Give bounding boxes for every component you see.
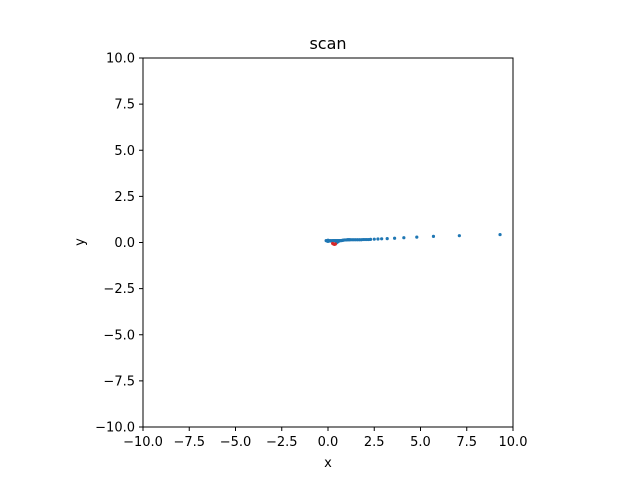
x-tick-label: −7.5 [173,435,205,450]
x-axis: −10.0 −7.5 −5.0 −2.5 0.0 2.5 5.0 7.5 10.0 [123,427,527,450]
x-axis-label: x [324,456,332,471]
scatter-point [431,234,436,239]
x-tick-label: 5.0 [410,435,431,450]
y-axis-label: y [73,238,88,246]
y-tick-label: 2.5 [114,190,135,205]
y-tick-label: 10.0 [106,52,135,67]
x-tick-label: 0.0 [318,435,339,450]
x-tick-label: 7.5 [456,435,477,450]
x-tick-label: −2.5 [266,435,298,450]
scatter-point [415,235,419,239]
y-axis: 10.0 7.5 5.0 2.5 0.0 −2.5 −5.0 −7.5 −10.0 [95,52,143,436]
x-tick-label: −10.0 [123,435,163,450]
chart-title: scan [309,34,346,53]
y-tick-label: 7.5 [114,98,135,113]
scatter-point [333,242,337,246]
scatter-point [402,236,406,240]
scatter-point [385,237,389,241]
points-layer [324,232,502,246]
y-tick-label: −2.5 [103,282,135,297]
scatter-point [457,234,461,238]
y-tick-label: −7.5 [103,374,135,389]
scatter-point [376,237,380,241]
x-tick-label: 2.5 [364,435,385,450]
x-tick-label: −5.0 [220,435,252,450]
scatter-point [372,237,376,241]
y-tick-label: −10.0 [95,421,135,436]
y-tick-label: −5.0 [103,328,135,343]
scatter-point [393,236,397,240]
y-tick-label: 0.0 [114,236,135,251]
y-tick-label: 5.0 [114,144,135,159]
scatter-point [336,239,340,244]
scatter-point [380,237,384,241]
scatter-point [498,232,502,237]
scatter-point [368,237,373,241]
x-tick-label: 10.0 [499,435,528,450]
